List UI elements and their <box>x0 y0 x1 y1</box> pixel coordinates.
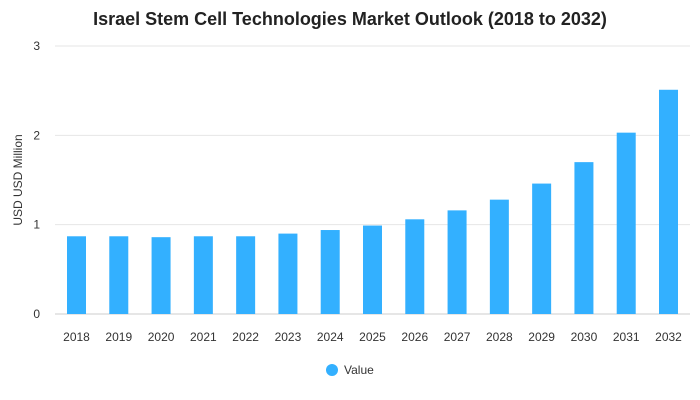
bar-2030[interactable] <box>574 162 594 314</box>
y-tick-label: 3 <box>33 39 40 53</box>
x-tick-label: 2028 <box>486 330 513 344</box>
x-tick-label: 2031 <box>613 330 640 344</box>
bar-2022[interactable] <box>236 236 256 314</box>
bar-2021[interactable] <box>193 236 213 314</box>
y-axis-label: USD USD Million <box>11 134 25 225</box>
x-tick-label: 2021 <box>190 330 217 344</box>
bar-2019[interactable] <box>109 236 129 314</box>
bar-2020[interactable] <box>151 237 171 314</box>
x-tick-label: 2030 <box>571 330 598 344</box>
y-tick-label: 1 <box>33 218 40 232</box>
x-tick-label: 2027 <box>444 330 471 344</box>
bars <box>67 89 678 314</box>
x-tick-label: 2020 <box>148 330 175 344</box>
bar-2024[interactable] <box>320 230 340 314</box>
bar-2025[interactable] <box>363 225 382 314</box>
legend[interactable]: Value <box>326 363 374 377</box>
bar-2029[interactable] <box>532 183 552 314</box>
y-tick-label: 0 <box>33 307 40 321</box>
bar-2018[interactable] <box>67 236 86 314</box>
x-axis-ticks: 2018 2019 2020 2021 2022 2023 2024 2025 2026 2027… <box>63 330 682 344</box>
x-tick-label: 2022 <box>232 330 259 344</box>
bar-2032[interactable] <box>659 89 678 314</box>
bar-2028[interactable] <box>489 199 509 314</box>
x-tick-label: 2023 <box>275 330 302 344</box>
x-tick-label: 2032 <box>655 330 682 344</box>
bar-2026[interactable] <box>405 219 425 314</box>
x-tick-label: 2024 <box>317 330 344 344</box>
legend-marker <box>326 364 338 376</box>
x-tick-label: 2026 <box>401 330 428 344</box>
x-tick-label: 2018 <box>63 330 90 344</box>
y-tick-label: 2 <box>33 128 40 142</box>
bar-2027[interactable] <box>447 210 467 314</box>
y-axis-ticks: 0 1 2 3 <box>33 39 40 321</box>
legend-label: Value <box>344 363 374 377</box>
x-tick-label: 2025 <box>359 330 386 344</box>
x-tick-label: 2029 <box>528 330 555 344</box>
bar-2023[interactable] <box>278 233 298 314</box>
bar-2031[interactable] <box>616 132 636 314</box>
x-tick-label: 2019 <box>105 330 132 344</box>
chart-title: Israel Stem Cell Technologies Market Out… <box>93 9 607 29</box>
